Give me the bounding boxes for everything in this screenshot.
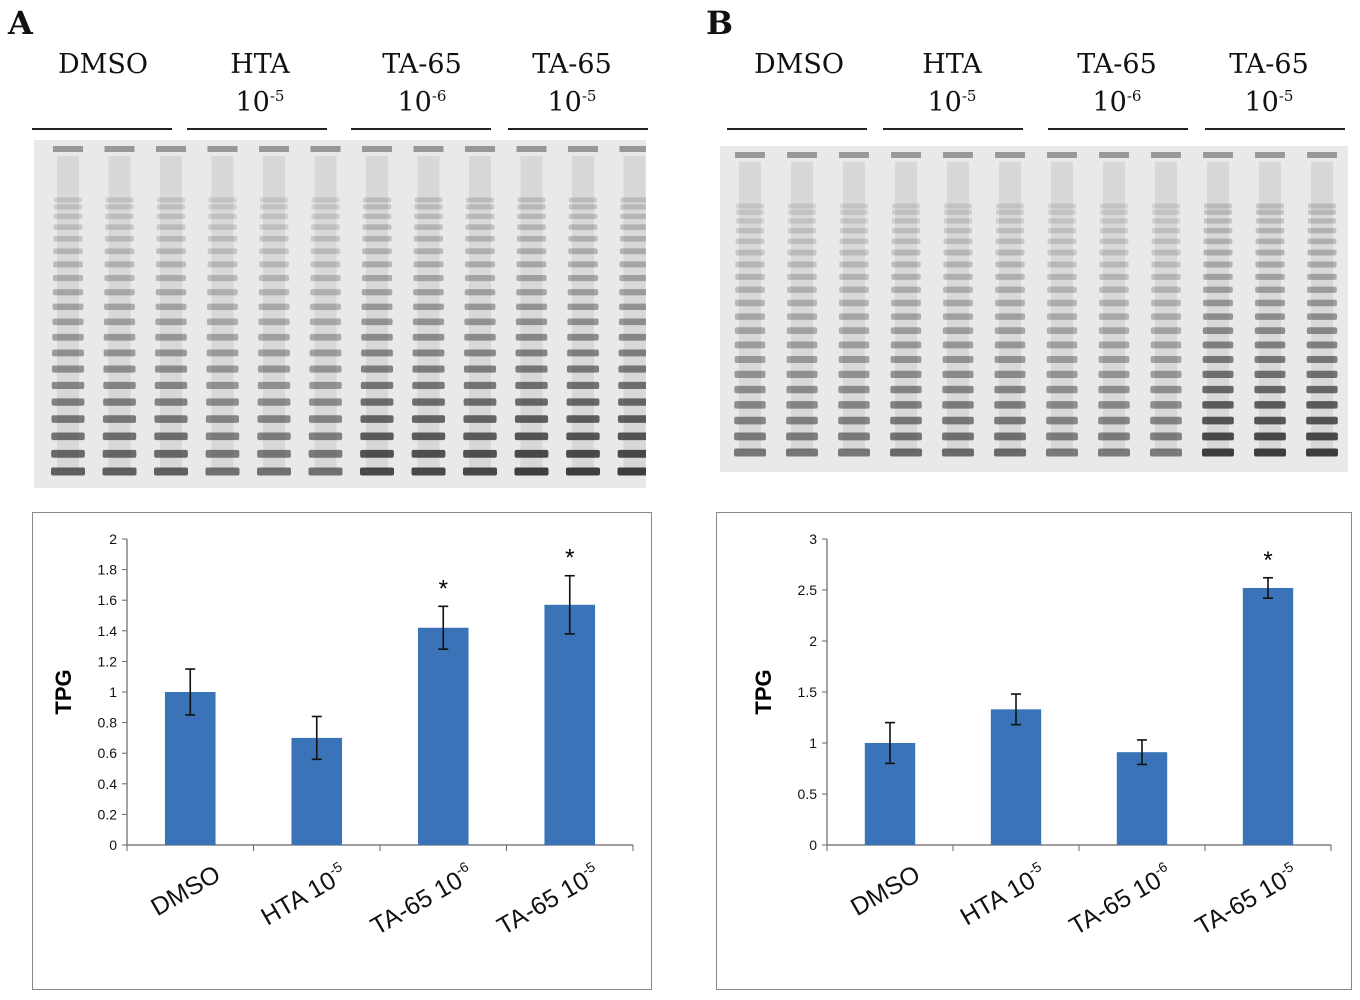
x-tick-label: TA-65 10-5 [1190,858,1303,941]
bar [417,627,469,845]
bar [164,692,216,845]
chart-b-frame: 0 0.5 1 1.5 2 2.5 3 TPG DMSO HTA 10-5 TA-65 10-6 * T… [716,512,1352,990]
x-tick-label: TA-65 10-5 [492,858,605,941]
y-tick-label: 1 [109,684,117,700]
y-tick-label: 0 [809,837,817,853]
y-tick-label: 1.5 [798,684,818,700]
lane-label-hta: HTA 10-5 [922,49,982,118]
gel-lane [411,146,446,476]
x-tick-label: HTA 10-5 [955,858,1052,931]
gel-lane [514,146,549,476]
gel-lane [154,146,188,476]
gel-lane [890,152,922,457]
panel-letter-b: B [706,4,734,42]
significance-marker: * [1263,547,1272,574]
x-tick-label: DMSO [846,860,925,922]
bar [544,604,596,845]
gel-lane [838,152,870,457]
gel-lane [360,146,394,476]
lane-label-ta65-low: TA-65 10-6 [1077,49,1157,118]
lane-divider [1205,128,1345,130]
y-axis-label: TPG [751,669,776,714]
x-tick-label: HTA 10-5 [255,858,352,931]
gel-lane [51,146,85,476]
lane-label-dmso: DMSO [754,49,844,80]
lane-divider [187,128,327,130]
lane-divider [883,128,1023,130]
y-tick-label: 2.5 [798,582,818,598]
bar [1242,587,1294,845]
gel-lane [786,152,818,457]
y-tick-label: 0.8 [98,715,118,731]
bar [990,709,1042,845]
y-tick-label: 2 [109,531,117,547]
panel-letter-a: A [8,4,33,42]
y-axis-label: TPG [51,669,76,714]
x-tick-label: DMSO [146,860,225,922]
gel-lane [308,146,343,476]
y-tick-label: 1.6 [98,592,118,608]
y-tick-label: 1.8 [98,562,118,578]
y-tick-label: 0 [109,837,117,853]
lane-label-ta65-high: TA-65 10-5 [1229,49,1309,118]
y-tick-label: 2 [809,633,817,649]
lane-label-ta65-high: TA-65 10-5 [532,49,612,118]
bar-chart-b: 0 0.5 1 1.5 2 2.5 3 TPG DMSO HTA 10-5 TA-65 10-6 * T… [751,531,1332,941]
x-tick-label: TA-65 10-6 [365,858,478,941]
gel-lane [1254,152,1286,457]
bar-chart-a: 0 0.2 0.4 0.6 0.8 1 1.2 1.4 1.6 1.8 2 TPG DMSO HTA 10… [51,531,634,941]
y-tick-label: 3 [809,531,817,547]
lane-divider [32,128,172,130]
gel-lane [734,152,766,457]
gel-lane [994,152,1026,457]
gel-lane [1098,152,1130,457]
gel-lane [617,146,646,476]
gel-lane [1046,152,1078,457]
lane-divider [351,128,491,130]
gel-lane [205,146,240,476]
bar [1116,752,1168,845]
gel-lane [463,146,497,476]
x-tick-label: TA-65 10-6 [1064,858,1177,941]
lane-label-ta65-low: TA-65 10-6 [382,49,462,118]
gel-lane [1202,152,1234,457]
y-tick-label: 1 [809,735,817,751]
chart-a-frame: 0 0.2 0.4 0.6 0.8 1 1.2 1.4 1.6 1.8 2 TPG DMSO HTA 10… [32,512,652,990]
gel-image-a [34,140,646,488]
lane-divider [1048,128,1188,130]
y-tick-label: 1.2 [98,653,118,669]
gel-lane [566,146,600,476]
lane-label-hta: HTA 10-5 [230,49,290,118]
gel-lane [1306,152,1338,457]
gel-lane [257,146,291,476]
significance-marker: * [439,575,448,602]
significance-marker: * [565,545,574,572]
y-tick-label: 0.4 [98,776,118,792]
gel-lane [942,152,974,457]
gel-lane [102,146,137,476]
y-tick-label: 0.5 [798,786,818,802]
lane-label-dmso: DMSO [58,49,148,80]
gel-image-b [720,146,1348,472]
gel-lane [1150,152,1182,457]
lane-divider [727,128,867,130]
y-tick-label: 0.6 [98,745,118,761]
lane-divider [508,128,648,130]
y-tick-label: 1.4 [98,623,118,639]
y-tick-label: 0.2 [98,806,118,822]
